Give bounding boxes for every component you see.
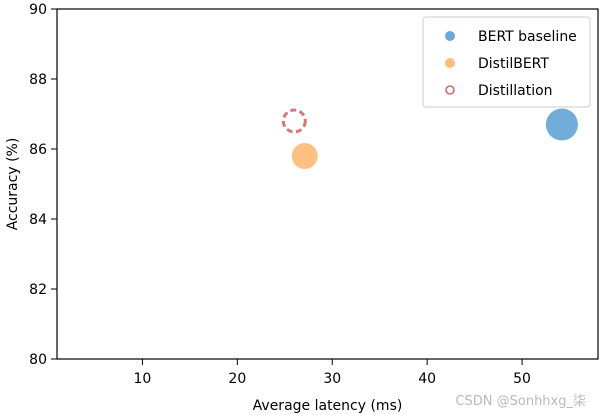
x-tick-label: 10 (134, 371, 152, 387)
point-distilbert (291, 143, 318, 169)
plot-area (56, 8, 599, 360)
y-tick-label: 80 (29, 352, 47, 368)
legend-marker-distilbert (445, 58, 455, 68)
legend-marker-bert-baseline (445, 31, 455, 41)
y-tick-label: 86 (29, 142, 47, 158)
y-tick-label: 88 (29, 72, 47, 88)
x-tick-label: 40 (418, 371, 436, 387)
watermark: CSDN @Sonhhxg_柒 (455, 394, 586, 409)
legend-label-distillation: Distillation (478, 83, 553, 99)
plot-frame (56, 8, 599, 360)
legend-box (422, 16, 591, 108)
point-distillation (281, 108, 307, 134)
y-axis-label: Accuracy (%) (5, 138, 21, 231)
x-axis-label: Average latency (ms) (253, 398, 403, 414)
legend-label-distilbert: DistilBERT (478, 56, 549, 72)
legend-label-bert-baseline: BERT baseline (478, 29, 577, 45)
y-tick-label: 82 (29, 282, 47, 298)
y-tick-label: 84 (29, 212, 47, 228)
x-tick-label: 20 (228, 371, 246, 387)
y-tick-label: 90 (29, 2, 47, 18)
point-bert-baseline (545, 108, 578, 141)
x-tick-label: 30 (323, 371, 341, 387)
legend: BERT baseline DistilBERT Distillation (422, 16, 591, 108)
legend-marker-distillation (445, 85, 455, 95)
x-tick-label: 50 (513, 371, 531, 387)
axis-ticks: 10 20 30 40 50 80 82 84 86 88 90 (29, 2, 531, 387)
data-points (281, 108, 578, 169)
